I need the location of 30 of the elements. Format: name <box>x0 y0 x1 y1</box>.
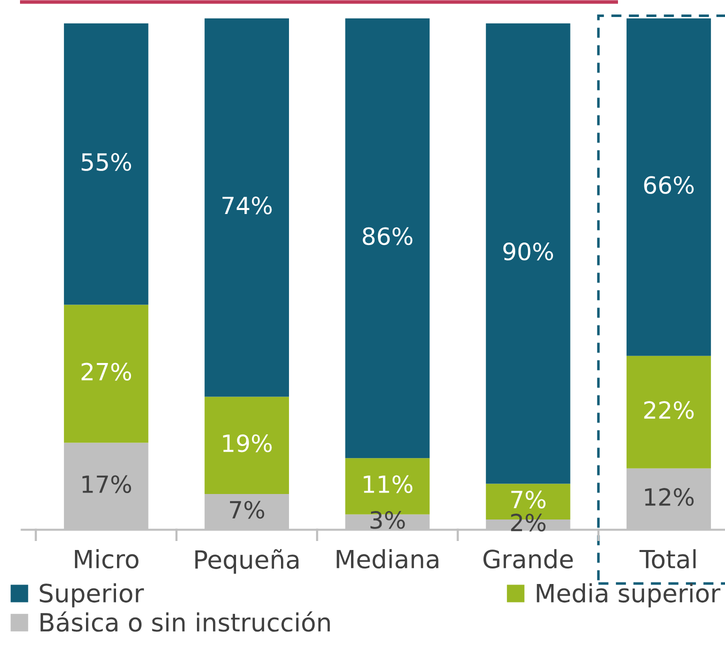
x-tick-label: Grande <box>483 549 573 569</box>
x-tick-label: Micro <box>74 549 138 569</box>
legend-label: Media superior <box>536 583 720 608</box>
data-label: 7% <box>511 490 546 508</box>
bar <box>204 18 289 397</box>
legend-label: Superior <box>40 583 144 608</box>
data-label: 19% <box>223 434 272 452</box>
bar <box>64 23 148 305</box>
data-label: 90% <box>503 242 554 260</box>
bar <box>626 18 711 356</box>
data-label: 74% <box>222 196 272 214</box>
data-label: 12% <box>645 488 694 506</box>
data-label: 86% <box>362 227 412 246</box>
data-label: 27% <box>82 362 132 381</box>
bar <box>64 304 148 443</box>
legend-label: Básica o sin instrucción <box>40 611 330 632</box>
data-label: 17% <box>82 475 132 494</box>
x-tick-label: Pequeña <box>195 549 298 574</box>
bar <box>486 23 570 484</box>
data-label: 22% <box>644 401 694 419</box>
data-label: 11% <box>364 475 412 494</box>
x-tick-label: Mediana <box>336 549 438 569</box>
data-label: 66% <box>644 176 694 194</box>
data-label: 55% <box>82 153 132 171</box>
bar <box>345 18 430 458</box>
bar <box>626 356 711 468</box>
x-tick-label: Total <box>639 549 696 569</box>
bar <box>204 396 289 494</box>
data-label: 3% <box>370 511 405 529</box>
data-label: 7% <box>230 500 264 519</box>
